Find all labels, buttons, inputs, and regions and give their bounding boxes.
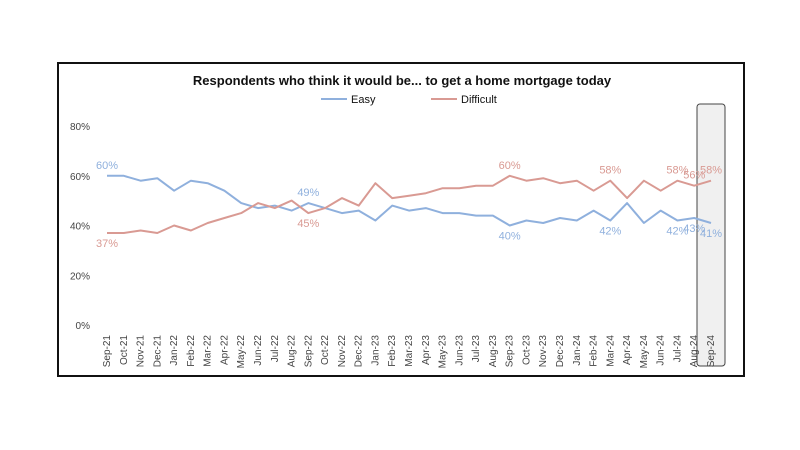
data-label-difficult: 58% [700, 165, 722, 177]
x-tick-label: Jul-24 [672, 335, 683, 363]
x-tick-label: Dec-22 [354, 335, 365, 368]
x-tick-label: Apr-24 [622, 335, 633, 365]
legend-label-easy: Easy [351, 94, 376, 106]
data-label-difficult: 45% [297, 218, 319, 230]
y-tick-label: 60% [70, 172, 90, 183]
data-label-easy: 40% [499, 231, 521, 243]
x-tick-label: Nov-22 [337, 335, 348, 368]
data-label-difficult: 60% [499, 160, 521, 172]
x-tick-label: Nov-23 [538, 335, 549, 368]
x-tick-label: Jan-24 [572, 335, 583, 366]
y-tick-label: 0% [76, 321, 91, 332]
x-tick-label: Oct-21 [119, 335, 130, 365]
x-tick-label: Jan-22 [169, 335, 180, 366]
x-tick-label: Mar-24 [605, 335, 616, 367]
x-tick-label: Feb-24 [589, 335, 600, 367]
x-tick-label: Mar-22 [203, 335, 214, 367]
x-tick-label: Feb-22 [186, 335, 197, 367]
x-tick-label: May-22 [236, 335, 247, 369]
chart-frame: Respondents who think it would be... to … [57, 62, 745, 377]
series-line-easy [107, 174, 712, 227]
x-tick-label: Sep-23 [505, 335, 516, 368]
legend-label-difficult: Difficult [461, 94, 497, 106]
data-label-difficult: 58% [666, 165, 688, 177]
x-tick-label: Sep-22 [303, 335, 314, 368]
x-tick-label: Aug-24 [689, 335, 700, 368]
data-label-easy: 60% [96, 160, 118, 172]
y-tick-label: 80% [70, 122, 90, 133]
x-tick-label: Dec-21 [152, 335, 163, 368]
x-tick-label: Jun-23 [454, 335, 465, 366]
data-label-easy: 43% [683, 223, 705, 235]
data-label-easy: 49% [297, 187, 319, 199]
x-tick-label: Feb-23 [387, 335, 398, 367]
x-tick-label: Sep-21 [102, 335, 113, 368]
data-label-difficult: 58% [599, 165, 621, 177]
x-tick-label: Mar-23 [404, 335, 415, 367]
x-tick-label: Sep-24 [706, 335, 717, 368]
chart-title: Respondents who think it would be... to … [193, 73, 612, 88]
line-chart: Respondents who think it would be... to … [70, 73, 726, 369]
x-tick-label: Nov-21 [136, 335, 147, 368]
x-tick-label: Aug-23 [488, 335, 499, 368]
x-tick-label: Apr-22 [219, 335, 230, 365]
y-tick-label: 20% [70, 271, 90, 282]
x-tick-label: Oct-23 [521, 335, 532, 365]
data-label-easy: 41% [700, 228, 722, 240]
x-tick-label: Jul-23 [471, 335, 482, 363]
x-tick-label: May-23 [438, 335, 449, 369]
data-label-easy: 42% [599, 226, 621, 238]
y-tick-label: 40% [70, 222, 90, 233]
x-tick-label: Oct-22 [320, 335, 331, 365]
data-label-difficult: 56% [683, 170, 705, 182]
x-tick-label: May-24 [639, 335, 650, 369]
data-label-easy: 42% [666, 226, 688, 238]
x-tick-label: Jan-23 [370, 335, 381, 366]
x-tick-label: Jun-24 [656, 335, 667, 366]
series-line-difficult [107, 174, 712, 234]
x-tick-label: Jul-22 [270, 335, 281, 363]
x-tick-label: Aug-22 [287, 335, 298, 368]
x-tick-label: Jun-22 [253, 335, 264, 366]
data-label-difficult: 37% [96, 238, 118, 250]
legend: Easy Difficult [321, 94, 497, 106]
x-tick-label: Dec-23 [555, 335, 566, 368]
highlight-box [696, 103, 726, 367]
x-tick-label: Apr-23 [421, 335, 432, 365]
